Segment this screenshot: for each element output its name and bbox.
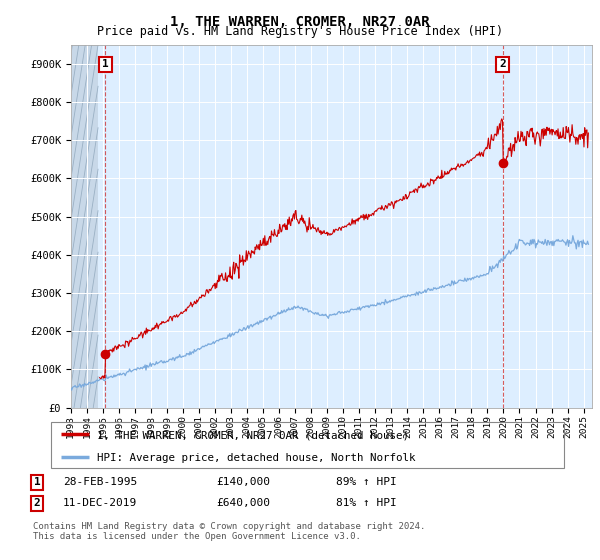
Text: 11-DEC-2019: 11-DEC-2019 — [63, 498, 137, 508]
Text: £140,000: £140,000 — [216, 477, 270, 487]
Text: 1, THE WARREN, CROMER, NR27 0AR: 1, THE WARREN, CROMER, NR27 0AR — [170, 15, 430, 29]
Text: 1, THE WARREN, CROMER, NR27 0AR (detached house): 1, THE WARREN, CROMER, NR27 0AR (detache… — [97, 431, 409, 441]
Text: 2: 2 — [34, 498, 41, 508]
Text: Price paid vs. HM Land Registry's House Price Index (HPI): Price paid vs. HM Land Registry's House … — [97, 25, 503, 38]
Text: HPI: Average price, detached house, North Norfolk: HPI: Average price, detached house, Nort… — [97, 453, 416, 463]
Text: £640,000: £640,000 — [216, 498, 270, 508]
Text: 28-FEB-1995: 28-FEB-1995 — [63, 477, 137, 487]
Text: Contains HM Land Registry data © Crown copyright and database right 2024.
This d: Contains HM Land Registry data © Crown c… — [33, 522, 425, 542]
Text: 1: 1 — [102, 59, 109, 69]
Text: 81% ↑ HPI: 81% ↑ HPI — [336, 498, 397, 508]
Text: 1: 1 — [34, 477, 41, 487]
Text: 2: 2 — [499, 59, 506, 69]
Text: 89% ↑ HPI: 89% ↑ HPI — [336, 477, 397, 487]
Bar — [71, 45, 98, 408]
